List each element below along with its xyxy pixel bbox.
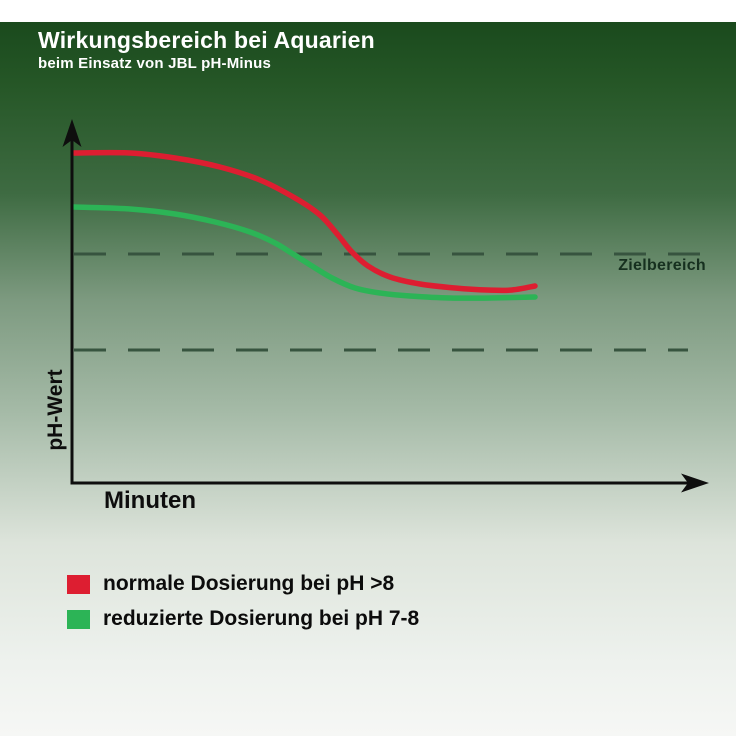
red-swatch-icon [67,574,90,594]
curve-reduced-dose [71,204,538,301]
target-zone-label: Zielbereich [618,257,706,274]
legend-label: normale Dosierung bei pH >8 [103,572,395,595]
y-axis-label: pH-Wert [44,369,67,451]
legend: normale Dosierung bei pH >8 reduzierte D… [67,572,419,631]
legend-item-reduced-dose: reduzierte Dosierung bei pH 7-8 [67,607,419,631]
target-band-lines [74,252,705,352]
curve-group [71,149,538,301]
legend-label: reduzierte Dosierung bei pH 7-8 [103,607,420,630]
legend-item-normal-dose: normale Dosierung bei pH >8 [67,572,419,596]
chart-header: Wirkungsbereich bei Aquarien beim Einsat… [38,27,375,72]
page-subtitle: beim Einsatz von JBL pH-Minus [38,55,272,72]
curve-normal-dose [71,149,538,294]
y-axis-arrow-icon [62,119,82,147]
x-axis-arrow-icon [681,473,709,493]
background-gradient [0,22,736,736]
x-axis-label: Minuten [104,487,196,514]
top-white-strip [0,0,736,22]
page-title: Wirkungsbereich bei Aquarien [38,27,375,53]
green-swatch-icon [67,609,90,629]
